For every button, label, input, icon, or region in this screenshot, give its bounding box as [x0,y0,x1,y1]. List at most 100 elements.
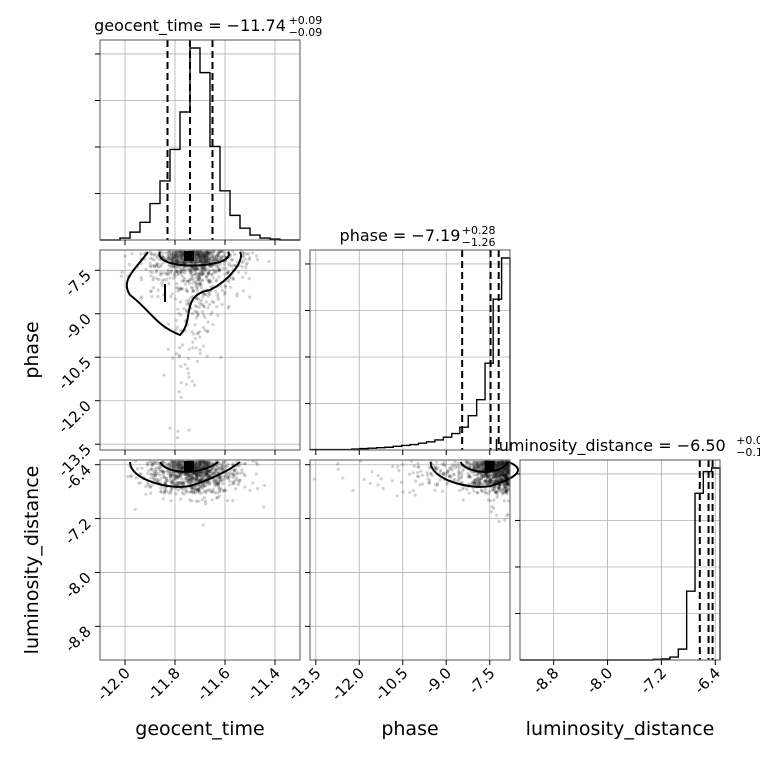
sample-point [232,252,237,256]
sample-point [158,479,162,484]
contour-inner [459,461,509,473]
sample-point [190,285,194,289]
sample-point [235,470,239,475]
sample-point [216,255,220,259]
sample-point [171,479,176,484]
sample-point [165,258,169,262]
panel-geocent_time-vs-phase [99,249,301,451]
sample-point [193,323,197,327]
sample-point [500,477,504,481]
sample-point [504,486,508,490]
sample-point [467,491,471,495]
sample-point [193,487,197,491]
sample-point [123,254,127,258]
sample-point [194,267,198,271]
sample-point [224,285,228,289]
sample-point [481,475,486,479]
sample-point [201,266,205,270]
sample-point [168,255,172,260]
sample-point [225,475,229,479]
sample-point [167,469,171,473]
sample-point [221,250,225,254]
sample-point [492,479,496,483]
sample-point [140,466,144,470]
sample-point [156,262,160,266]
sample-point [185,479,189,483]
sample-point [137,481,141,485]
sample-point [227,476,231,481]
sample-point [502,476,506,481]
sample-point [489,477,493,481]
sample-point [191,266,195,270]
x-axis-label-geocent_time: geocent_time [135,718,264,740]
sample-point [244,266,248,270]
sample-point [200,267,204,271]
sample-point [492,472,497,476]
sample-point [173,270,177,274]
sample-point [445,482,449,486]
sample-point [247,252,251,256]
sample-point [499,473,503,477]
sample-point [229,285,233,289]
sample-point [191,487,195,491]
sample-point [433,466,437,470]
sample-point [171,264,175,268]
sample-point [247,277,251,281]
sample-point [474,478,478,482]
sample-point [188,269,192,273]
sample-point [207,474,211,479]
sample-point [197,473,201,477]
sample-point [492,506,496,510]
sample-point [497,478,502,482]
sample-point [171,264,175,268]
sample-point [446,470,450,474]
sample-point [486,474,490,478]
sample-point [193,269,197,273]
sample-point [429,472,433,476]
sample-point [479,472,483,476]
sample-point [164,476,168,480]
sample-point [150,463,154,467]
sample-point [169,265,173,269]
sample-point [203,328,207,332]
sample-point [194,473,199,477]
sample-point [478,479,482,483]
sample-point [196,278,200,282]
sample-point [166,469,170,473]
sample-point [220,467,225,471]
sample-point [497,519,501,524]
sample-point [191,273,195,277]
sample-point [191,289,195,293]
sample-point [211,250,215,254]
sample-point [217,478,221,482]
sample-point [170,481,174,485]
sample-point [500,476,504,480]
sample-point [218,475,222,479]
sample-point [156,295,160,299]
title-luminosity_distance-plus: +0.06 [736,434,760,447]
sample-point [210,473,214,477]
sample-point [200,476,204,480]
sample-point [480,474,484,478]
sample-point [448,474,452,479]
sample-point [168,271,173,275]
sample-point [159,490,163,494]
sample-point [336,462,340,466]
sample-point [504,472,508,476]
sample-point [155,262,159,266]
sample-point [168,465,172,469]
sample-point [166,268,170,272]
sample-point [198,282,202,286]
sample-point [194,488,198,492]
sample-point [461,498,465,502]
sample-point [198,484,202,488]
sample-point [187,474,191,478]
sample-point [211,268,215,272]
sample-point [192,490,196,494]
sample-point [472,473,476,477]
sample-point [438,478,442,482]
sample-point [188,268,192,273]
sample-point [207,271,211,275]
sample-point [191,476,195,481]
sample-point [205,472,209,476]
